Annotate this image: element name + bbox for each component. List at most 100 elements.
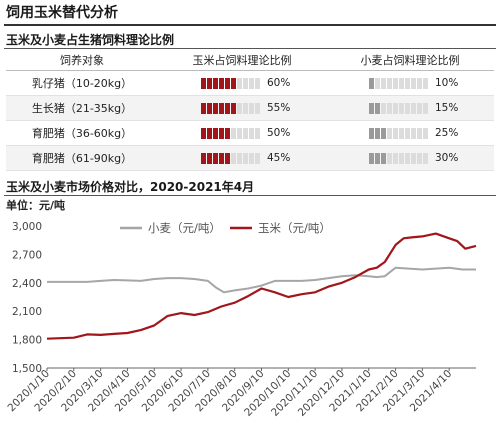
y-tick-label: 1,500 bbox=[12, 363, 42, 375]
title-divider bbox=[4, 24, 496, 26]
corn-bar-segment bbox=[237, 152, 242, 164]
row-feeding-target: 生长猪（21-35kg） bbox=[6, 95, 158, 121]
corn-bar-segment bbox=[213, 127, 218, 139]
row-feeding-target: 乳仔猪（10-20kg） bbox=[6, 70, 158, 96]
header-wheat-ratio: 小麦占饲料理论比例 bbox=[326, 50, 494, 71]
wheat-bar-segment bbox=[417, 102, 422, 114]
corn-bar-segment bbox=[255, 77, 260, 89]
corn-bar-segment bbox=[243, 127, 248, 139]
corn-bar-segment bbox=[243, 102, 248, 114]
corn-bar-segment bbox=[231, 127, 236, 139]
ratio-table: 饲养对象 玉米占饲料理论比例 小麦占饲料理论比例 乳仔猪（10-20kg） 60%… bbox=[6, 50, 494, 171]
wheat-bar-segment bbox=[387, 102, 392, 114]
wheat-bar-segment bbox=[411, 152, 416, 164]
corn-bar-segment bbox=[207, 152, 212, 164]
corn-bar-segment bbox=[219, 102, 224, 114]
corn-ratio-bar bbox=[201, 152, 261, 164]
wheat-ratio-bar bbox=[369, 152, 429, 164]
wheat-bar-segment bbox=[369, 102, 374, 114]
corn-bar-segment bbox=[201, 77, 206, 89]
wheat-bar-segment bbox=[411, 127, 416, 139]
table-section-title: 玉米及小麦占生猪饲料理论比例 bbox=[6, 33, 175, 47]
y-tick-label: 2,700 bbox=[12, 249, 42, 261]
corn-bar-segment bbox=[231, 102, 236, 114]
wheat-bar-segment bbox=[369, 77, 374, 89]
row-wheat-ratio-cell: 25% bbox=[326, 120, 494, 146]
corn-bar-segment bbox=[225, 77, 230, 89]
unit-label-text: 单位：元/吨 bbox=[6, 199, 66, 212]
corn-bar-segment bbox=[255, 152, 260, 164]
wheat-bar-segment bbox=[381, 152, 386, 164]
wheat-bar-segment bbox=[375, 77, 380, 89]
wheat-bar-segment bbox=[393, 152, 398, 164]
wheat-bar-segment bbox=[399, 102, 404, 114]
wheat-bar-segment bbox=[381, 127, 386, 139]
chart-section-title: 玉米及小麦市场价格对比，2020-2021年4月 bbox=[6, 180, 255, 194]
table-row: 生长猪（21-35kg） 55% 15% bbox=[6, 95, 494, 121]
row-corn-ratio-cell: 45% bbox=[158, 145, 326, 171]
wheat-ratio-bar bbox=[369, 127, 429, 139]
corn-ratio-bar bbox=[201, 127, 261, 139]
wheat-bar-segment bbox=[393, 102, 398, 114]
wheat-ratio-value: 30% bbox=[435, 152, 459, 164]
price-line-chart: 1,5001,8002,1002,4002,7003,0002020/1/102… bbox=[6, 221, 477, 419]
wheat-bar-segment bbox=[375, 152, 380, 164]
corn-ratio-value: 50% bbox=[267, 127, 291, 139]
wheat-bar-segment bbox=[393, 127, 398, 139]
wheat-bar-segment bbox=[387, 152, 392, 164]
corn-bar-segment bbox=[249, 77, 254, 89]
corn-bar-segment bbox=[201, 152, 206, 164]
corn-bar-segment bbox=[213, 152, 218, 164]
wheat-bar-segment bbox=[405, 127, 410, 139]
corn-bar-segment bbox=[237, 102, 242, 114]
corn-bar-segment bbox=[213, 77, 218, 89]
wheat-ratio-bar bbox=[369, 102, 429, 114]
corn-bar-segment bbox=[255, 127, 260, 139]
chart-section-divider bbox=[4, 195, 496, 196]
corn-bar-segment bbox=[207, 102, 212, 114]
corn-ratio-value: 45% bbox=[267, 152, 291, 164]
corn-bar-segment bbox=[207, 127, 212, 139]
corn-bar-segment bbox=[249, 127, 254, 139]
row-feeding-target: 育肥猪（36-60kg） bbox=[6, 120, 158, 146]
y-tick-label: 3,000 bbox=[12, 221, 42, 233]
wheat-bar-segment bbox=[375, 127, 380, 139]
wheat-bar-segment bbox=[399, 127, 404, 139]
row-wheat-ratio-cell: 15% bbox=[326, 95, 494, 121]
wheat-bar-segment bbox=[369, 152, 374, 164]
wheat-bar-segment bbox=[399, 152, 404, 164]
corn-ratio-bar bbox=[201, 77, 261, 89]
corn-bar-segment bbox=[225, 127, 230, 139]
wheat-bar-segment bbox=[387, 127, 392, 139]
wheat-ratio-value: 10% bbox=[435, 77, 459, 89]
wheat-ratio-value: 25% bbox=[435, 127, 459, 139]
corn-bar-segment bbox=[237, 77, 242, 89]
wheat-bar-segment bbox=[381, 102, 386, 114]
corn-bar-segment bbox=[225, 102, 230, 114]
corn-bar-segment bbox=[243, 152, 248, 164]
wheat-bar-segment bbox=[387, 77, 392, 89]
corn-ratio-value: 60% bbox=[267, 77, 291, 89]
wheat-bar-segment bbox=[411, 77, 416, 89]
y-tick-label: 1,800 bbox=[12, 335, 42, 347]
wheat-bar-segment bbox=[405, 152, 410, 164]
corn-ratio-value: 55% bbox=[267, 102, 291, 114]
corn-bar-segment bbox=[225, 152, 230, 164]
corn-bar-segment bbox=[207, 77, 212, 89]
corn-bar-segment bbox=[243, 77, 248, 89]
corn-ratio-bar bbox=[201, 102, 261, 114]
series-line-corn bbox=[46, 232, 477, 340]
corn-bar-segment bbox=[201, 102, 206, 114]
wheat-bar-segment bbox=[375, 102, 380, 114]
wheat-bar-segment bbox=[417, 77, 422, 89]
table-row: 乳仔猪（10-20kg） 60% 10% bbox=[6, 70, 494, 96]
table-section-divider bbox=[4, 48, 496, 49]
wheat-bar-segment bbox=[393, 77, 398, 89]
wheat-ratio-bar bbox=[369, 77, 429, 89]
wheat-bar-segment bbox=[423, 152, 428, 164]
row-feeding-target: 育肥猪（61-90kg） bbox=[6, 145, 158, 171]
row-corn-ratio-cell: 60% bbox=[158, 70, 326, 96]
corn-bar-segment bbox=[249, 102, 254, 114]
wheat-bar-segment bbox=[417, 152, 422, 164]
page-title: 饲用玉米替代分析 bbox=[6, 5, 118, 21]
